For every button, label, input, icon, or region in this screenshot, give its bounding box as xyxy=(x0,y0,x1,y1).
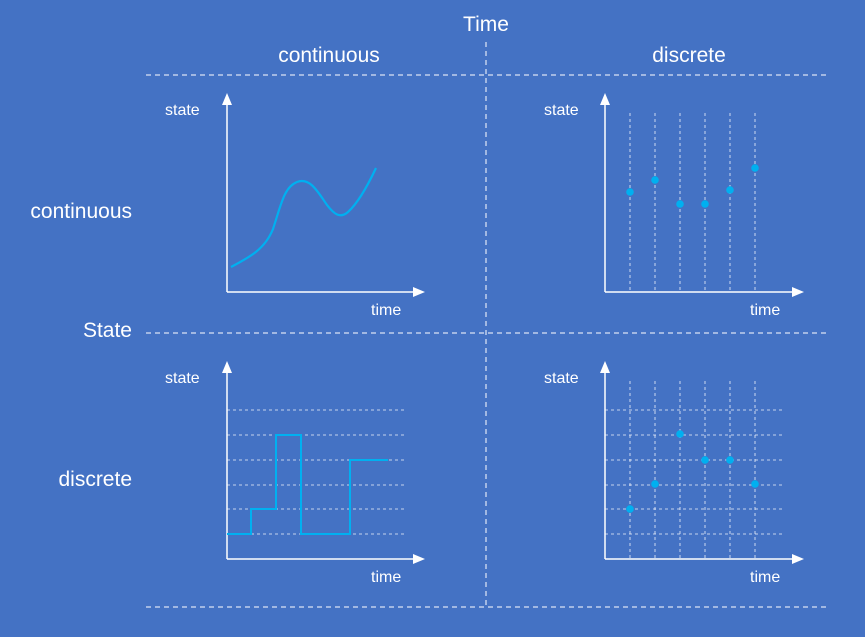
x-axis-arrow xyxy=(413,287,425,297)
y-axis-arrow xyxy=(600,93,610,105)
y-axis-label: state xyxy=(165,370,200,387)
row-continuous-label: continuous xyxy=(30,200,132,223)
y-axis-arrow xyxy=(222,361,232,373)
panel-continuous-continuous: state time xyxy=(165,93,425,319)
sample-point xyxy=(701,200,709,208)
panel-continuous-discrete-time: state time xyxy=(544,93,804,319)
sample-point xyxy=(726,456,734,464)
y-axis-arrow xyxy=(600,361,610,373)
x-axis-arrow xyxy=(413,554,425,564)
sample-point xyxy=(676,200,684,208)
state-header: State xyxy=(83,319,132,342)
step-signal xyxy=(227,434,388,535)
x-axis-label: time xyxy=(750,302,780,319)
column-continuous-label: continuous xyxy=(278,44,380,67)
sample-point xyxy=(626,188,634,196)
y-axis-arrow xyxy=(222,93,232,105)
sample-point xyxy=(751,164,759,172)
column-discrete-label: discrete xyxy=(652,44,726,67)
y-axis-label: state xyxy=(544,370,579,387)
row-discrete-label: discrete xyxy=(58,468,132,491)
panel-discrete-continuous-time: state time xyxy=(165,361,425,586)
sample-point xyxy=(626,505,634,513)
x-axis-arrow xyxy=(792,554,804,564)
sample-point xyxy=(676,430,684,438)
x-axis-arrow xyxy=(792,287,804,297)
sample-point xyxy=(701,456,709,464)
y-axis-label: state xyxy=(165,102,200,119)
sample-point xyxy=(751,480,759,488)
sample-point xyxy=(651,176,659,184)
panel-discrete-discrete: state time xyxy=(544,361,804,586)
x-axis-label: time xyxy=(371,569,401,586)
continuous-curve xyxy=(230,167,377,268)
sample-point xyxy=(651,480,659,488)
sample-point xyxy=(726,186,734,194)
x-axis-label: time xyxy=(750,569,780,586)
time-header: Time xyxy=(463,13,509,36)
x-axis-label: time xyxy=(371,302,401,319)
y-axis-label: state xyxy=(544,102,579,119)
